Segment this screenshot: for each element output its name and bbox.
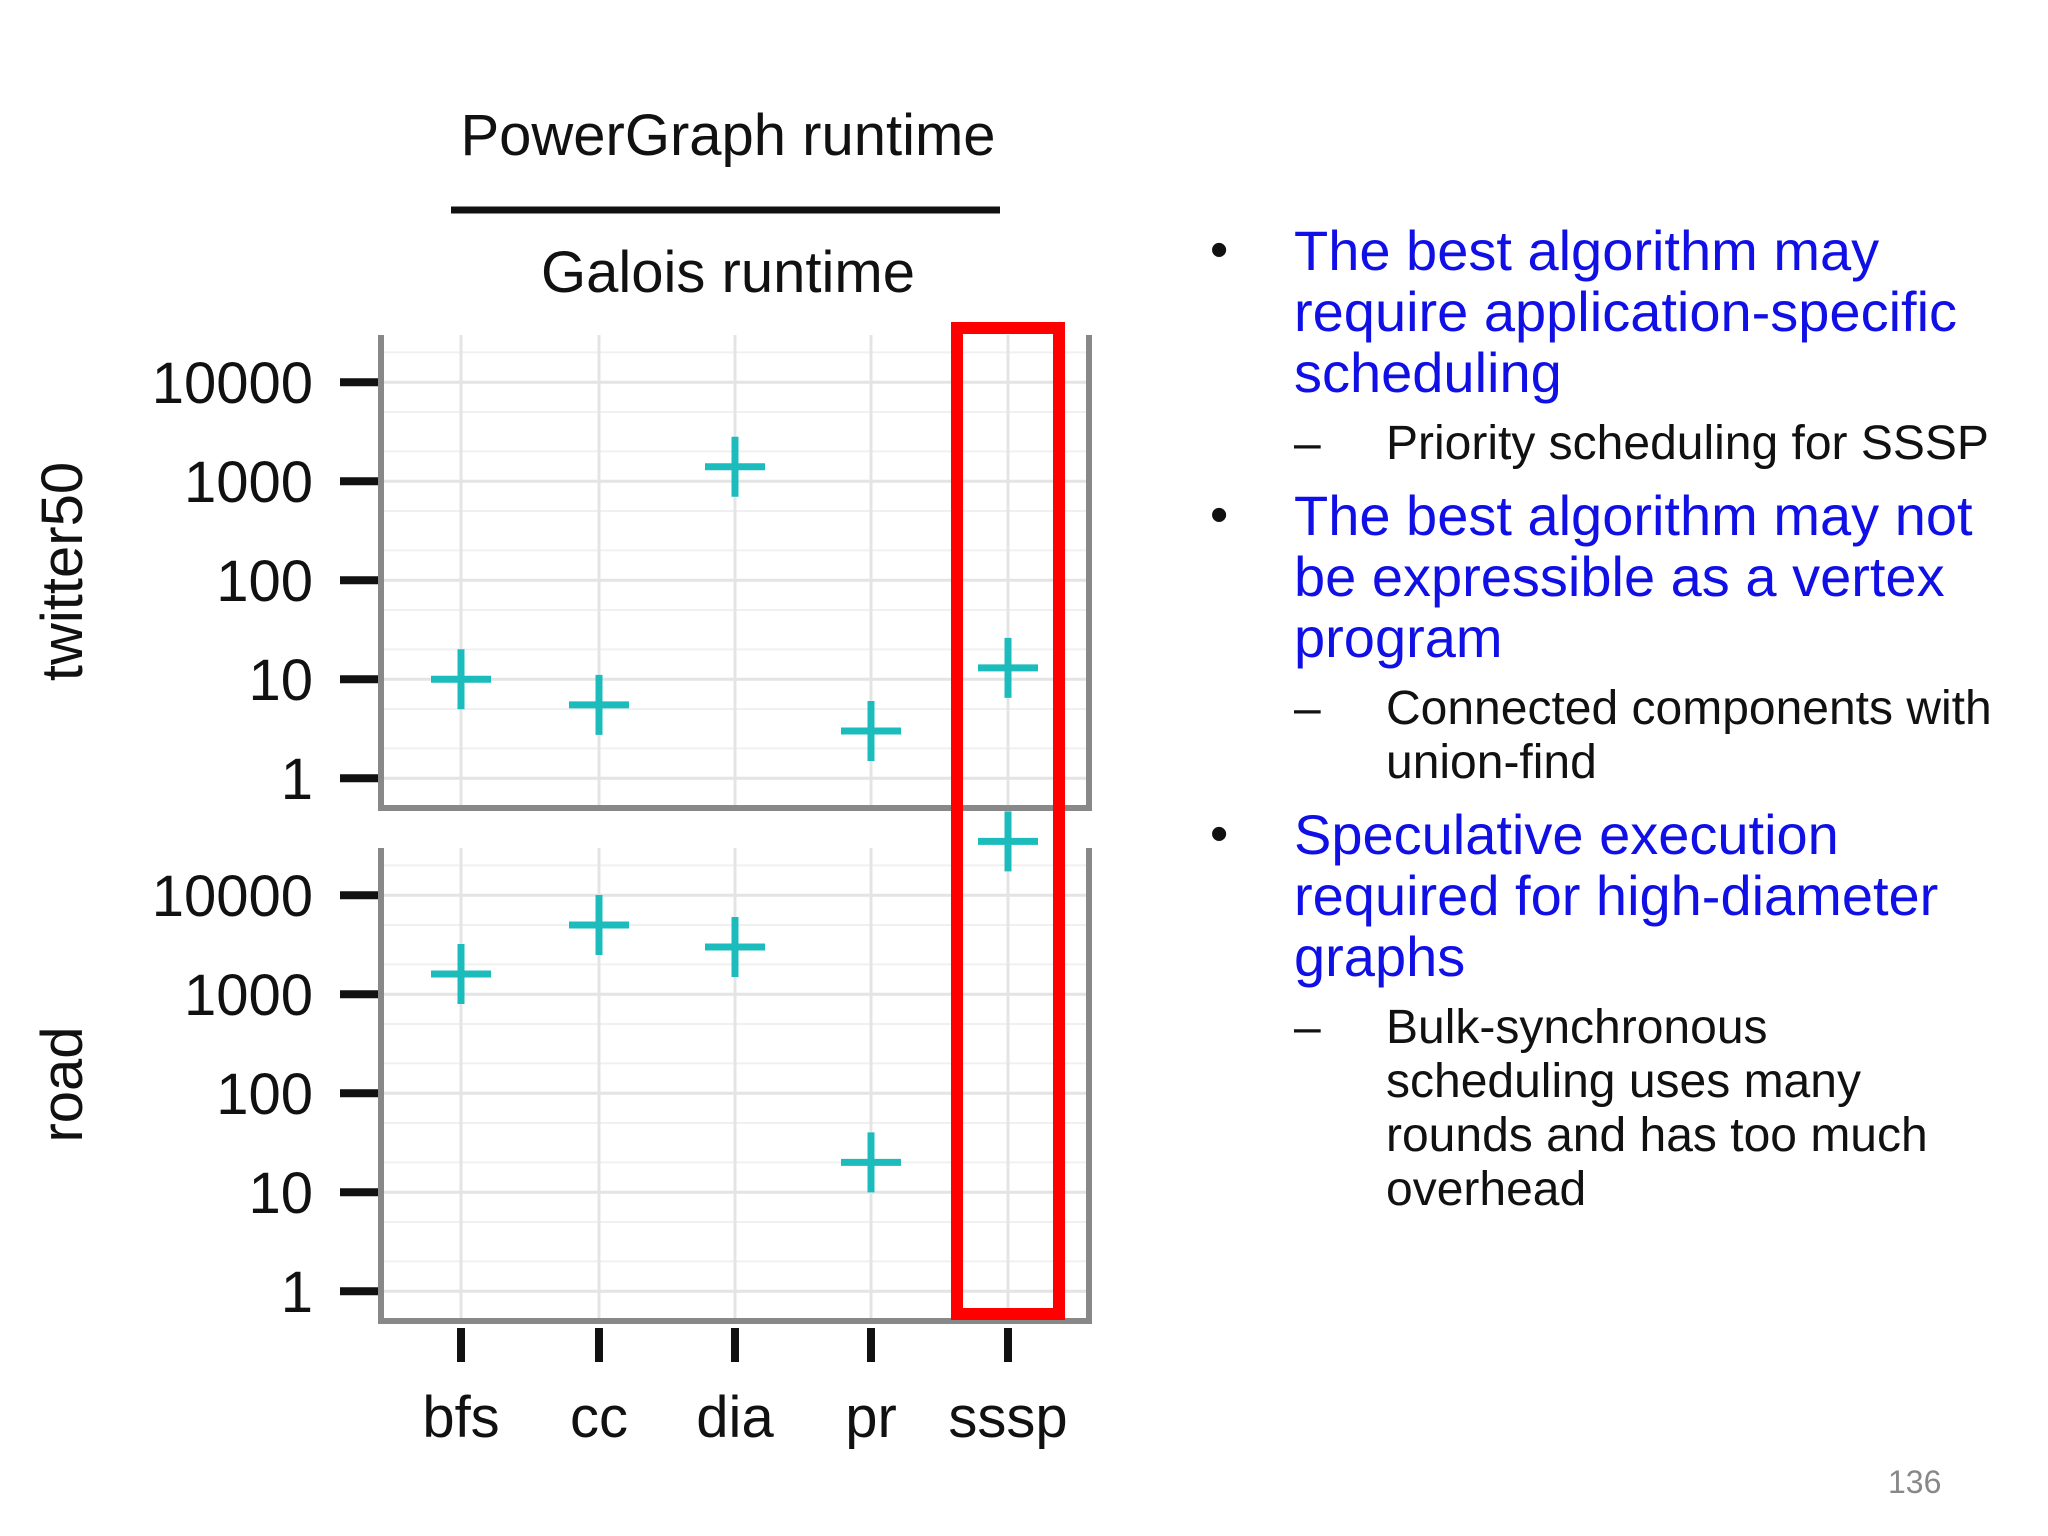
x-tick-label: sssp [948, 1385, 1067, 1450]
bullet-text: The best algorithm may require applicati… [1294, 219, 1958, 404]
x-tick-label: pr [845, 1385, 897, 1450]
y-tick-label: 1 [281, 747, 313, 812]
data-point [569, 674, 629, 735]
data-point [705, 436, 765, 497]
data-point [978, 637, 1038, 698]
sub-bullet-marker: – [1294, 417, 1321, 470]
data-point [431, 649, 491, 710]
data-point [978, 811, 1038, 872]
bullet-marker: • [1210, 805, 1229, 863]
data-point [431, 944, 491, 1005]
x-tick-label: cc [570, 1385, 628, 1450]
page-number: 136 [1888, 1464, 1942, 1500]
x-tick-label: bfs [422, 1385, 499, 1450]
y-tick-label: 10000 [152, 864, 313, 929]
sub-bullet-marker: – [1294, 1001, 1321, 1054]
y-tick-label: 100 [216, 1062, 313, 1127]
sub-bullet-text: Bulk-synchronous scheduling uses many ro… [1386, 1001, 1928, 1216]
bullet-item: • Speculative execution required for high… [1210, 804, 2010, 1217]
title-numerator: PowerGraph runtime [460, 103, 995, 168]
y-tick-label: 100 [216, 549, 313, 614]
y-tick-label: 1 [281, 1260, 313, 1325]
speedup-chart: PowerGraph runtime Galois runtime 1 10 100… [30, 103, 1092, 1450]
title-denominator: Galois runtime [541, 240, 915, 305]
x-axis: bfs cc dia pr sssp [422, 1328, 1068, 1450]
data-point [569, 895, 629, 956]
highlight-box [951, 322, 1065, 1320]
sub-bullet-text: Priority scheduling for SSSP [1386, 417, 1989, 470]
panel-twitter50: 1 10 100 1000 10000 twitter50 [30, 335, 1092, 812]
sub-bullet: – Bulk-synchronous scheduling uses many r… [1294, 1001, 2010, 1217]
bullet-marker: • [1210, 221, 1229, 279]
panel-label: road [30, 1026, 95, 1142]
sub-bullet-text: Connected components with union-find [1386, 682, 1992, 789]
bullet-item: • The best algorithm may require applicat… [1210, 220, 2010, 471]
y-tick-label: 10 [248, 1161, 313, 1226]
bullet-text: The best algorithm may not be expressibl… [1294, 484, 1973, 669]
data-point [705, 916, 765, 977]
panel-label: twitter50 [30, 462, 95, 681]
bullet-text: Speculative execution required for high-… [1294, 803, 1939, 988]
data-point [841, 1132, 901, 1193]
sub-bullet-marker: – [1294, 682, 1321, 735]
bullet-marker: • [1210, 486, 1229, 544]
bullet-list: • The best algorithm may require applicat… [1210, 220, 2010, 1231]
x-tick-label: dia [696, 1385, 774, 1450]
sub-bullet: – Priority scheduling for SSSP [1294, 417, 2010, 471]
y-tick-label: 10 [248, 648, 313, 713]
data-point [841, 700, 901, 761]
bullet-item: • The best algorithm may not be expressib… [1210, 485, 2010, 790]
panels: 1 10 100 1000 10000 twitter50 1 10 100 1000 10000 r… [30, 335, 1092, 1325]
y-tick-label: 1000 [184, 450, 313, 515]
y-tick-label: 1000 [184, 963, 313, 1028]
y-tick-label: 10000 [152, 351, 313, 416]
highlight-layer [951, 322, 1065, 1320]
panel-road: 1 10 100 1000 10000 road [30, 811, 1092, 1325]
sub-bullet: – Connected components with union-find [1294, 682, 2010, 790]
